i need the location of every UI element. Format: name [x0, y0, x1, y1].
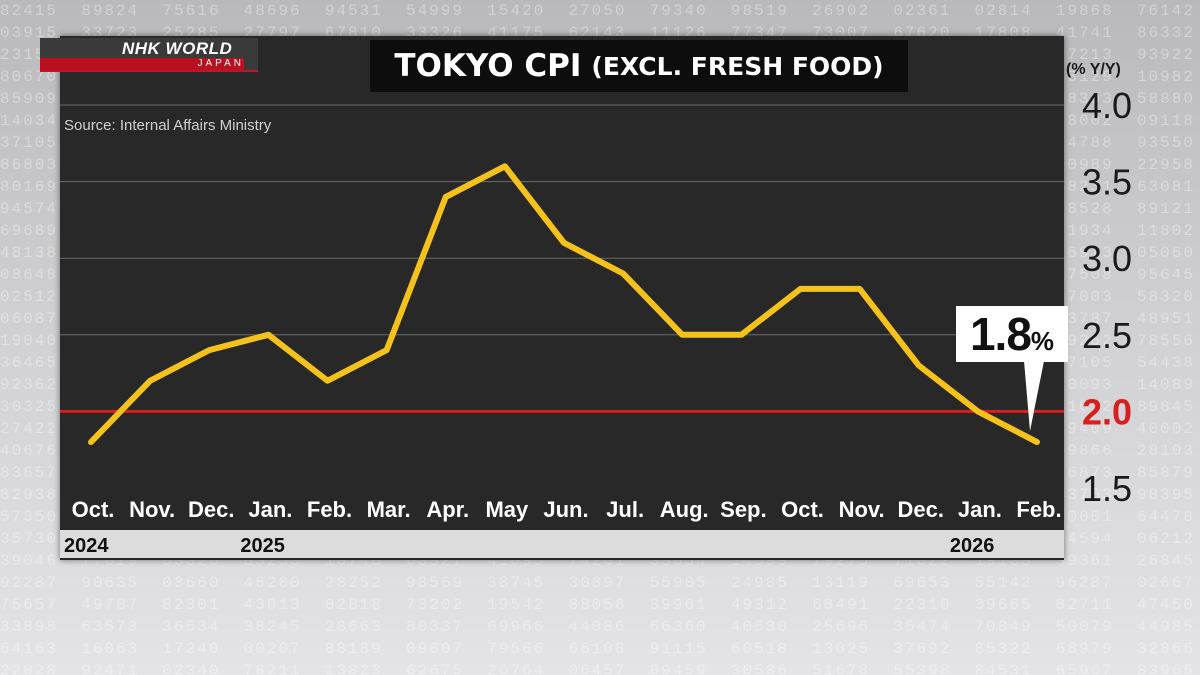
x-tick-label: Apr. [426, 497, 469, 522]
data-point [739, 332, 744, 337]
y-tick-label: 3.5 [1082, 162, 1132, 203]
logo-sub-text: JAPAN [40, 58, 244, 70]
chart-title: TOKYO CPI (EXCL. FRESH FOOD) [370, 40, 908, 92]
x-tick-label: Jul. [606, 497, 644, 522]
year-bar [60, 530, 1064, 558]
x-tick-label: Feb. [1016, 497, 1061, 522]
x-tick-label: May [485, 497, 529, 522]
data-point [857, 286, 862, 291]
data-point [207, 348, 212, 353]
data-point [266, 332, 271, 337]
logo-main-text: NHK WORLD [122, 39, 233, 58]
y-tick-label: 2.0 [1082, 391, 1132, 432]
chart-title-sub: (EXCL. FRESH FOOD) [591, 51, 884, 81]
data-point [325, 378, 330, 383]
data-point [1035, 440, 1039, 445]
x-tick-label: Feb. [307, 497, 352, 522]
x-tick-label: Dec. [188, 497, 234, 522]
x-tick-label: Dec. [898, 497, 944, 522]
x-tick-label: Oct. [72, 497, 115, 522]
y-tick-label: 2.5 [1082, 315, 1132, 356]
data-point [502, 164, 507, 169]
data-point [562, 240, 566, 245]
callout-unit: % [1030, 326, 1055, 356]
x-tick-label: Nov. [129, 497, 175, 522]
callout-value: 1.8 [969, 308, 1032, 360]
data-point [680, 332, 685, 337]
chart-title-main: TOKYO CPI [394, 48, 582, 84]
data-point [798, 286, 803, 291]
nhk-world-logo: NHK WORLD JAPAN [40, 38, 258, 72]
x-tick-label: Nov. [839, 497, 885, 522]
cpi-series-line [88, 163, 1040, 446]
data-point [384, 348, 389, 353]
callout-pointer [1024, 361, 1044, 431]
year-label: 2026 [950, 535, 995, 557]
data-point [443, 194, 448, 199]
x-tick-label: Mar. [367, 497, 411, 522]
y-tick-label: 3.0 [1082, 238, 1132, 279]
x-tick-label: Jan. [248, 497, 292, 522]
x-tick-label: Jun. [543, 497, 588, 522]
x-tick-label: Sep. [720, 497, 766, 522]
data-point [916, 363, 921, 368]
year-label: 2025 [240, 535, 285, 557]
data-point [148, 378, 153, 383]
chart-panel [60, 36, 1064, 560]
data-point [621, 271, 626, 276]
y-tick-label: 4.0 [1082, 85, 1132, 126]
x-tick-label: Jan. [958, 497, 1002, 522]
y-axis-unit: (% Y/Y) [1066, 61, 1121, 78]
latest-value-callout: 1.8 % [956, 306, 1068, 362]
x-tick-label: Oct. [781, 497, 824, 522]
x-tick-label: Aug. [660, 497, 709, 522]
source-note: Source: Internal Affairs Ministry [64, 117, 272, 134]
data-point [975, 409, 980, 414]
y-tick-label: 1.5 [1082, 468, 1132, 509]
data-point [89, 440, 93, 445]
year-label: 2024 [64, 535, 109, 557]
